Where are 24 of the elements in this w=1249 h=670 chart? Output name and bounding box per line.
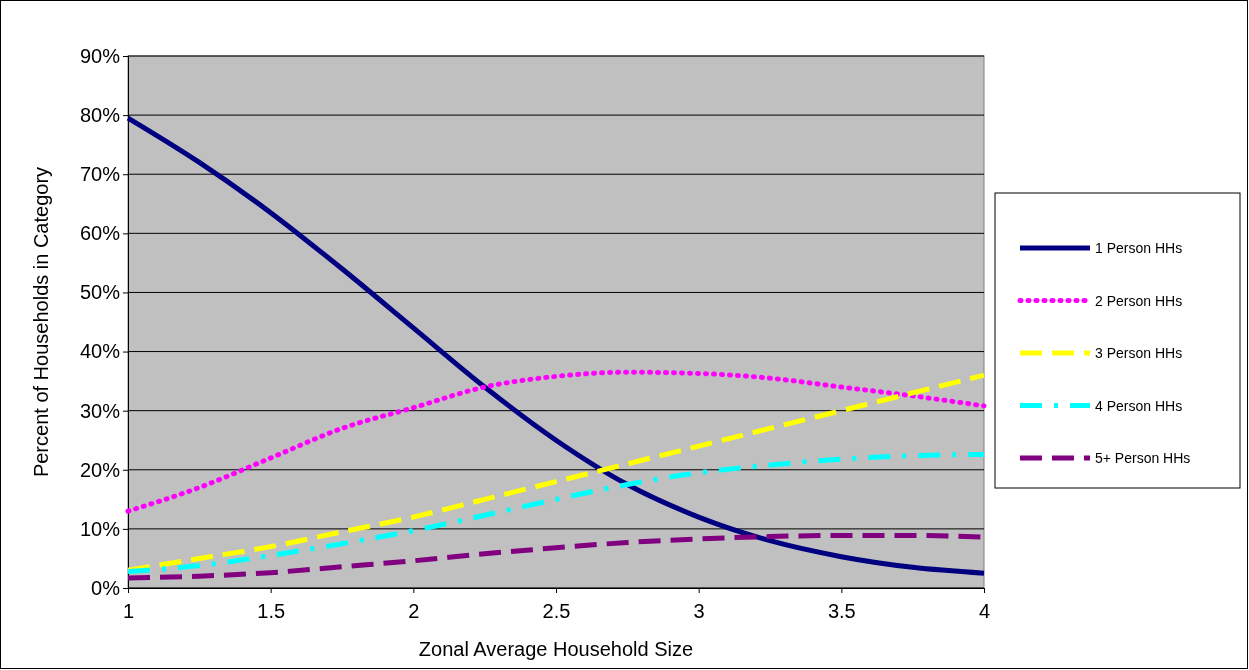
x-tick-label: 3 (693, 600, 705, 622)
y-tick-label: 50% (79, 281, 121, 304)
legend-label: 4 Person HHs (1095, 397, 1183, 414)
x-axis-title: Zonal Average Household Size (418, 638, 694, 660)
legend-label: 5+ Person HHs (1095, 450, 1191, 466)
y-tick-label: 0% (91, 576, 121, 599)
legend-label: 3 Person HHs (1095, 345, 1183, 361)
legend-label: 2 Person HHs (1095, 292, 1183, 309)
y-tick-label: 80% (79, 104, 121, 127)
y-tick-label: 30% (79, 399, 121, 422)
y-tick-label: 90% (79, 44, 121, 67)
legend-label: 1 Person HHs (1095, 240, 1183, 256)
x-tick-label: 2 (408, 600, 420, 622)
y-tick-label: 20% (79, 458, 121, 481)
y-tick-label: 10% (79, 517, 121, 540)
x-tick-label: 1 (122, 600, 135, 622)
x-tick-label: 3.5 (827, 600, 856, 622)
y-tick-label: 40% (79, 340, 121, 363)
y-tick-label: 60% (79, 222, 121, 245)
y-tick-label: 70% (79, 163, 121, 186)
x-tick-label: 1.5 (257, 600, 286, 622)
x-tick-label: 2.5 (542, 600, 571, 622)
y-axis-title: Percent of Households in Category (30, 166, 52, 478)
x-tick-label: 4 (978, 600, 991, 622)
